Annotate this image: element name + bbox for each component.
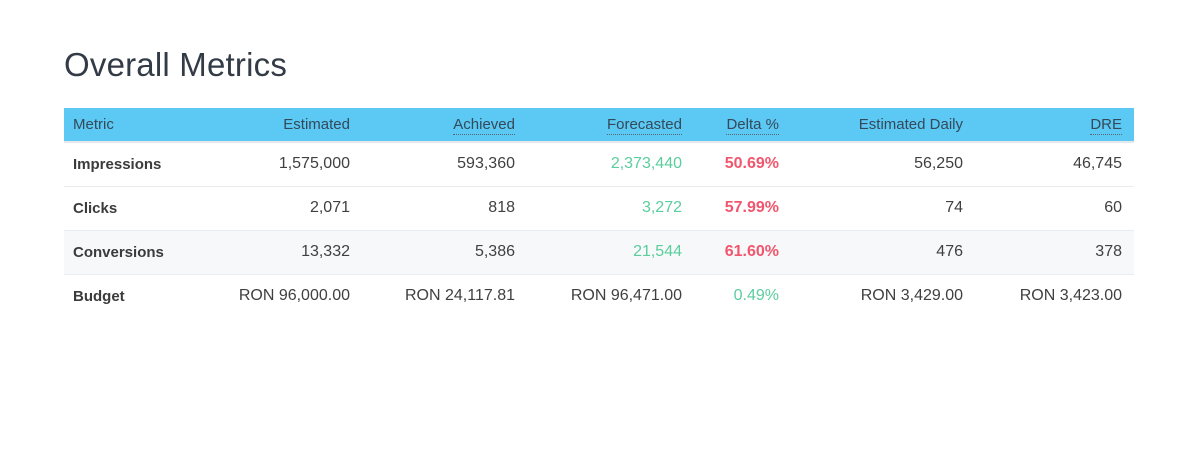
estimated-cell: RON 96,000.00 [210, 274, 362, 318]
table-row-budget: Budget RON 96,000.00 RON 24,117.81 RON 9… [64, 274, 1134, 318]
table-row-impressions: Impressions 1,575,000 593,360 2,373,440 … [64, 142, 1134, 187]
metric-name-cell: Conversions [64, 230, 210, 275]
column-header-achieved-label[interactable]: Achieved [453, 116, 515, 135]
column-header-forecasted[interactable]: Forecasted [527, 108, 694, 143]
table-header-row: Metric Estimated Achieved Forecasted Del… [64, 108, 1134, 143]
overall-metrics-table: Metric Estimated Achieved Forecasted Del… [64, 108, 1134, 318]
forecasted-cell: 2,373,440 [527, 142, 694, 187]
estimated-cell: 1,575,000 [210, 142, 362, 187]
dre-cell: RON 3,423.00 [975, 274, 1134, 318]
delta-cell: 61.60% [694, 230, 791, 275]
column-header-metric-label: Metric [73, 116, 114, 133]
delta-cell: 57.99% [694, 186, 791, 231]
column-header-achieved[interactable]: Achieved [362, 108, 527, 143]
forecasted-cell: RON 96,471.00 [527, 274, 694, 318]
estimated-cell: 2,071 [210, 186, 362, 231]
delta-cell: 50.69% [694, 142, 791, 187]
estimated-daily-cell: 476 [791, 230, 975, 275]
column-header-estimated-daily: Estimated Daily [791, 108, 975, 143]
column-header-dre-label[interactable]: DRE [1090, 116, 1122, 135]
estimated-daily-cell: 74 [791, 186, 975, 231]
achieved-cell: 593,360 [362, 142, 527, 187]
forecasted-cell: 3,272 [527, 186, 694, 231]
metric-name-cell: Budget [64, 274, 210, 318]
column-header-forecasted-label[interactable]: Forecasted [606, 116, 682, 135]
metric-name-cell: Clicks [64, 186, 210, 231]
achieved-cell: 5,386 [362, 230, 527, 275]
dre-cell: 378 [975, 230, 1134, 275]
dre-cell: 46,745 [975, 142, 1134, 187]
estimated-daily-cell: RON 3,429.00 [791, 274, 975, 318]
page-title: Overall Metrics [64, 46, 288, 83]
table-row-conversions: Conversions 13,332 5,386 21,544 61.60% 4… [64, 230, 1134, 275]
overall-metrics-page: Overall Metrics Metric Estimated Achieve… [64, 46, 1134, 318]
column-header-dre[interactable]: DRE [975, 108, 1134, 143]
column-header-metric: Metric [64, 108, 210, 143]
column-header-estimated-label: Estimated [283, 116, 350, 133]
column-header-estimated: Estimated [210, 108, 362, 143]
column-header-estimated-daily-label: Estimated Daily [858, 116, 963, 133]
column-header-delta[interactable]: Delta % [694, 108, 791, 143]
estimated-cell: 13,332 [210, 230, 362, 275]
dre-cell: 60 [975, 186, 1134, 231]
delta-cell: 0.49% [694, 274, 791, 318]
achieved-cell: 818 [362, 186, 527, 231]
forecasted-cell: 21,544 [527, 230, 694, 275]
table-row-clicks: Clicks 2,071 818 3,272 57.99% 74 60 [64, 186, 1134, 231]
achieved-cell: RON 24,117.81 [362, 274, 527, 318]
estimated-daily-cell: 56,250 [791, 142, 975, 187]
metric-name-cell: Impressions [64, 142, 210, 187]
column-header-delta-label[interactable]: Delta % [726, 116, 779, 135]
